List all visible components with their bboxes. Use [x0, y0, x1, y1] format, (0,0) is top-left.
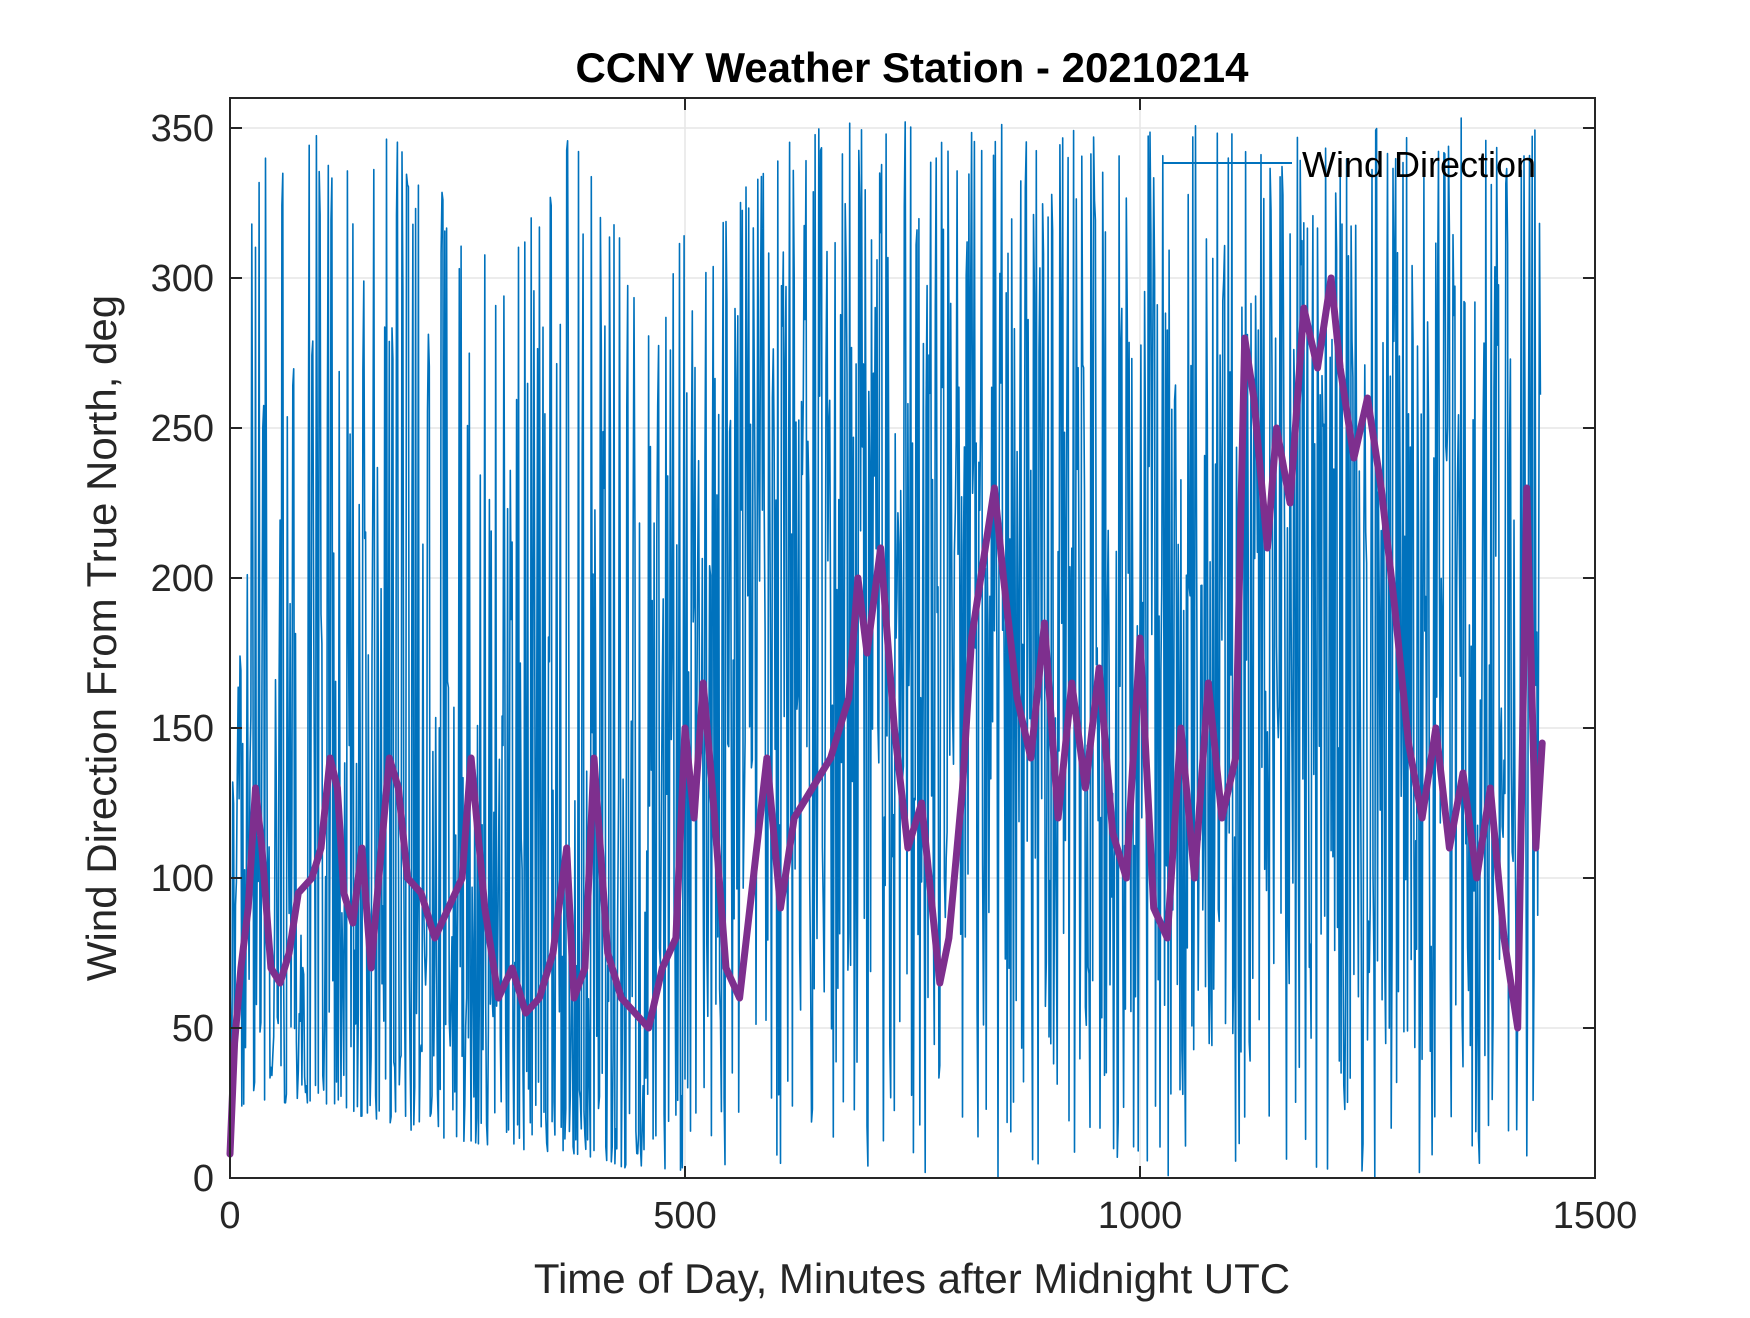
y-tick-label: 50: [172, 1008, 214, 1050]
y-tick-label: 0: [193, 1158, 214, 1200]
y-tick-label: 350: [151, 108, 214, 150]
chart-title: CCNY Weather Station - 20210214: [575, 44, 1249, 91]
tick-marks: [229, 98, 1596, 1179]
x-tick-label: 500: [653, 1195, 716, 1237]
legend: Wind Direction: [1162, 144, 1536, 185]
x-tick-labels: 0 500 1000 1500: [219, 1195, 1637, 1237]
x-axis-label: Time of Day, Minutes after Midnight UTC: [534, 1255, 1290, 1302]
x-tick-label: 1000: [1098, 1195, 1183, 1237]
y-tick-label: 150: [151, 708, 214, 750]
y-tick-label: 300: [151, 258, 214, 300]
y-tick-label: 250: [151, 408, 214, 450]
series-line-running-mean: [226, 274, 1546, 1158]
y-tick-label: 100: [151, 858, 214, 900]
y-tick-label: 200: [151, 558, 214, 600]
y-axis-label: Wind Direction From True North, deg: [78, 295, 125, 981]
x-tick-label: 0: [219, 1195, 240, 1237]
y-tick-labels: 0 50 100 150 200 250 300 350: [151, 108, 214, 1200]
series-line-wind-direction: [229, 117, 1542, 1179]
series-layer: [226, 117, 1546, 1179]
legend-label-wind-direction: Wind Direction: [1302, 144, 1536, 185]
axes-box: [229, 97, 1596, 1179]
x-tick-label: 1500: [1553, 1195, 1638, 1237]
